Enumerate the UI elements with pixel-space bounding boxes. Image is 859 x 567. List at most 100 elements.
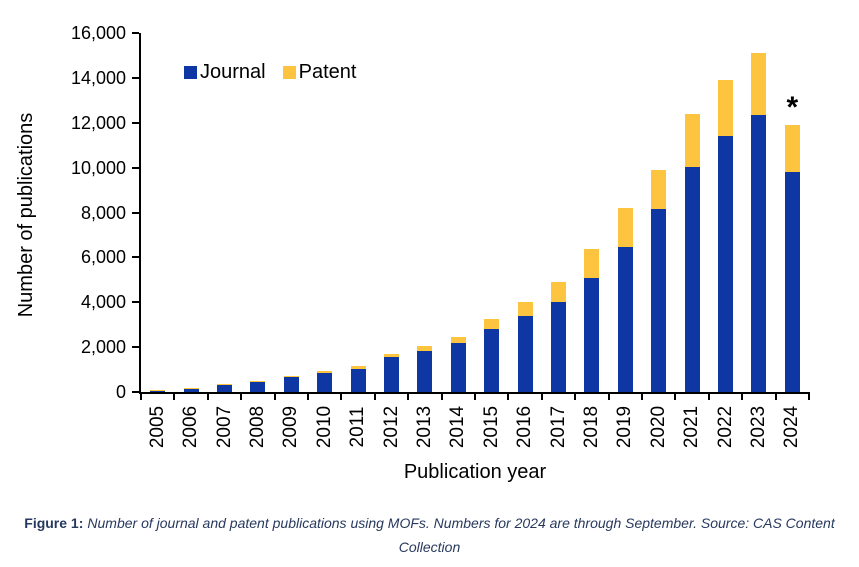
y-tick-label-14000: 14,000 [70,67,126,88]
bar-journal-2010 [317,373,333,392]
x-tick-label-2005: 2005 [146,405,168,449]
x-tick-label-2012: 2012 [380,405,402,449]
x-tick-label-2016: 2016 [514,405,536,449]
bar-journal-2013 [417,350,433,392]
plot-area: 2005 2006 2007 2008 2009 2010 2011 2012 2013 2014… [71,23,810,448]
x-axis-tick [574,392,577,400]
caption-prefix: Figure 1: [24,515,84,531]
legend-item-patent: Patent [282,60,357,84]
bar-patent-2024 [784,125,800,172]
legend-label-journal: Journal [200,61,266,83]
y-axis-tick [132,391,139,393]
bar-journal-2012 [384,357,399,392]
bar-patent-2008 [250,380,266,382]
x-axis-tick [474,392,476,400]
x-axis-tick [607,392,610,400]
x-tick-label-2013: 2013 [413,405,435,449]
y-axis-tick [132,346,139,349]
chart-area: Number of publications Journal Patent 20… [15,23,810,483]
caption-text: Number of journal and patent publication… [87,515,835,555]
bar-patent-2015 [484,319,500,330]
x-axis-tick [674,392,677,400]
x-axis-tick [273,392,276,400]
legend-item-journal: Journal [184,60,266,84]
x-axis-tick [507,392,510,400]
x-tick-label-2009: 2009 [280,405,302,449]
x-axis-tick [540,392,543,400]
bar-journal-2020 [651,209,667,392]
bar-patent-2007 [217,384,232,385]
x-axis-tick [440,392,443,400]
bar-journal-2006 [183,388,199,392]
bar-patent-2019 [617,207,633,247]
bar-patent-2021 [684,114,700,167]
y-axis-tick [132,76,139,79]
y-tick-label-12000: 12,000 [70,112,126,133]
x-axis-tick [641,392,643,400]
x-tick-label-2018: 2018 [580,405,602,449]
x-axis-tick [307,392,309,400]
bar-patent-2011 [350,366,366,370]
y-axis-tick [132,121,139,124]
bar-journal-2007 [217,385,232,392]
x-axis-tick [173,392,176,400]
bar-journal-2021 [684,166,700,392]
bar-patent-2014 [450,337,466,343]
y-tick-label-4000: 4,000 [80,292,126,313]
y-axis-tick [132,211,139,214]
y-axis-tick [132,256,139,259]
x-axis-tick [808,392,810,400]
y-tick-label-0: 0 [115,382,126,402]
bar-journal-2009 [283,377,299,392]
x-axis-tick [240,392,243,400]
bar-journal-2019 [617,246,633,392]
x-axis-tick [707,392,710,400]
bar-patent-2012 [384,353,399,358]
y-tick-label-16000: 16,000 [70,23,126,43]
bar-journal-2017 [551,302,566,392]
y-tick-label-6000: 6,000 [80,247,126,268]
x-axis-tick [774,392,777,400]
bar-journal-2011 [350,369,366,392]
legend-label-patent: Patent [298,61,357,83]
x-axis-tick [407,392,410,400]
bar-journal-2023 [751,115,767,392]
x-tick-label-2017: 2017 [547,405,569,449]
x-tick-label-2006: 2006 [180,405,202,449]
bar-journal-2008 [250,381,266,392]
x-axis-title: Publication year [403,461,547,483]
x-tick-label-2023: 2023 [747,405,769,449]
bar-journal-2005 [150,390,166,392]
x-tick-label-2014: 2014 [447,405,469,449]
x-tick-label-2024: 2024 [781,405,803,449]
x-tick-label-2007: 2007 [213,405,235,449]
x-axis-tick [741,392,744,400]
bar-journal-2016 [517,315,533,392]
x-tick-label-2020: 2020 [647,405,669,449]
bar-patent-2017 [551,282,566,303]
x-tick-label-2008: 2008 [246,405,268,449]
patent-color-swatch [282,65,296,79]
bar-journal-2022 [718,136,733,392]
chart-legend: Journal Patent [184,60,356,84]
bar-journal-2015 [484,329,500,392]
x-axis-tick [206,392,209,400]
x-axis-tick [373,392,376,400]
bar-patent-2018 [584,249,600,278]
asterisk-annotation: * [786,91,799,125]
bar-journal-2014 [450,342,466,392]
y-axis-tick [132,166,139,169]
x-axis-tick [340,392,343,400]
y-axis-tick [132,32,139,34]
bar-patent-2013 [417,345,433,351]
x-tick-label-2019: 2019 [614,405,636,449]
x-tick-label-2010: 2010 [313,405,335,449]
y-axis-tick [132,301,139,304]
x-tick-label-2015: 2015 [480,405,502,449]
bar-patent-2009 [283,376,299,378]
bar-patent-2022 [718,79,733,136]
y-axis-title: Number of publications [15,112,37,318]
y-tick-label-8000: 8,000 [80,202,126,223]
bar-patent-2020 [651,169,667,210]
x-tick-label-2021: 2021 [681,405,703,449]
